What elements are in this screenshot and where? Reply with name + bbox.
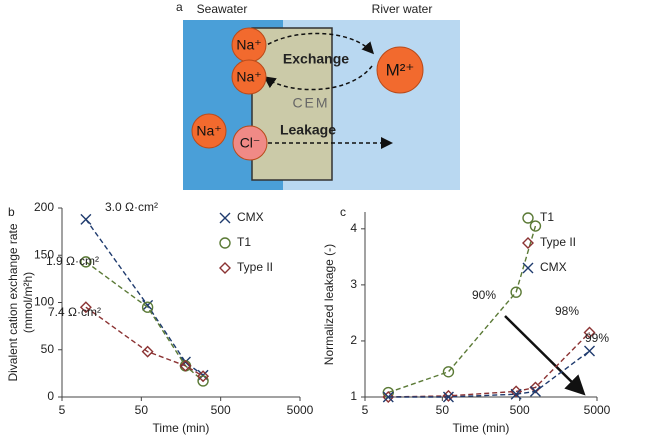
x-axis-label: Time (min)	[453, 421, 510, 435]
y-tick-label: 150	[34, 247, 54, 261]
marker-x	[510, 388, 522, 400]
marker-circle	[80, 256, 92, 268]
marker-circle	[219, 237, 231, 249]
ion-label: Na⁺	[236, 37, 261, 53]
legend-label: T1	[540, 210, 554, 224]
trend-line	[388, 350, 590, 398]
panel-label: c	[340, 205, 346, 219]
trend-line	[388, 332, 591, 398]
x-tick-label: 5	[59, 403, 66, 417]
ion	[232, 125, 268, 161]
x-tick-label: 5000	[584, 403, 611, 417]
marker-x	[529, 385, 541, 397]
membrane-label: CEM	[292, 95, 329, 111]
marker-x	[80, 213, 92, 225]
trend-line	[388, 225, 537, 394]
ion-label: Na⁺	[196, 123, 221, 139]
marker-diamond	[79, 301, 92, 314]
y-tick-label: 50	[41, 342, 55, 356]
marker-circle	[141, 301, 154, 313]
annotation: 98%	[555, 304, 579, 318]
y-tick-label: 0	[47, 389, 54, 403]
legend-label: Type II	[540, 235, 576, 249]
y-tick-label: 2	[350, 333, 357, 347]
leakage-label: Leakage	[280, 122, 336, 138]
legend-label: CMX	[540, 260, 567, 274]
legend-label: T1	[237, 235, 251, 249]
annotation: 3.0 Ω·cm²	[105, 200, 158, 214]
river-label: River water	[372, 2, 433, 16]
x-tick-label: 5	[362, 403, 369, 417]
ion-label: Na⁺	[236, 69, 261, 85]
marker-diamond	[510, 385, 523, 398]
membrane	[251, 27, 333, 181]
annotation: 7.4 Ω·cm²	[48, 305, 101, 319]
exchange-label: Exchange	[283, 51, 349, 67]
marker-x	[522, 262, 534, 274]
marker-x	[179, 356, 191, 368]
marker-circle	[510, 286, 522, 298]
marker-diamond	[141, 345, 154, 358]
ion-label: M²⁺	[386, 60, 415, 79]
marker-diamond	[583, 326, 596, 339]
marker-diamond	[179, 359, 192, 372]
marker-x	[382, 391, 394, 403]
annotation: 90%	[472, 288, 496, 302]
ion	[231, 59, 267, 95]
marker-circle	[522, 212, 534, 224]
x-tick-label: 50	[436, 403, 450, 417]
marker-diamond	[522, 237, 534, 249]
x-tick-label: 500	[211, 403, 231, 417]
trend-line	[85, 261, 204, 382]
y-tick-label: 1	[350, 389, 357, 403]
y-tick-label: 200	[34, 200, 54, 214]
x-tick-label: 50	[135, 403, 149, 417]
panel-a: a Seawater River water CEM Exchange Leak…	[176, 0, 460, 190]
panel-label: b	[8, 205, 15, 219]
marker-circle	[442, 366, 455, 378]
y-tick-label: 100	[34, 295, 54, 309]
y-axis-label: Divalent cation exchange rate	[6, 223, 20, 381]
marker-diamond	[382, 391, 395, 403]
x-axis-label: Time (min)	[153, 421, 210, 435]
y-axis-label: Normalized leakage (-)	[322, 244, 336, 365]
x-tick-label: 5000	[287, 403, 314, 417]
annotation: 1.9 Ω·cm²	[46, 254, 99, 268]
annotation: 99%	[585, 331, 609, 345]
seawater-label: Seawater	[197, 2, 248, 16]
y-tick-label: 3	[350, 277, 357, 291]
x-tick-label: 500	[510, 403, 530, 417]
trend-line	[85, 306, 204, 377]
y-axis-label: (mmol/m²h)	[21, 272, 35, 333]
ion	[376, 46, 424, 94]
exchange-arrow	[261, 32, 375, 55]
marker-diamond	[529, 381, 542, 394]
marker-x	[442, 391, 454, 403]
marker-diamond	[219, 262, 231, 274]
trend-line	[85, 218, 204, 376]
marker-x	[142, 299, 154, 311]
ion-label: Cl⁻	[240, 135, 261, 151]
ion	[191, 113, 227, 149]
marker-x	[219, 212, 231, 224]
panel-label: a	[176, 0, 183, 14]
marker-circle	[529, 220, 542, 232]
legend-label: Type II	[237, 260, 273, 274]
marker-diamond	[197, 370, 210, 383]
legend-label: CMX	[237, 210, 264, 224]
marker-x	[584, 345, 596, 357]
trend-arrow	[504, 315, 586, 396]
exchange-arrow	[263, 65, 373, 91]
y-tick-label: 4	[350, 221, 357, 235]
